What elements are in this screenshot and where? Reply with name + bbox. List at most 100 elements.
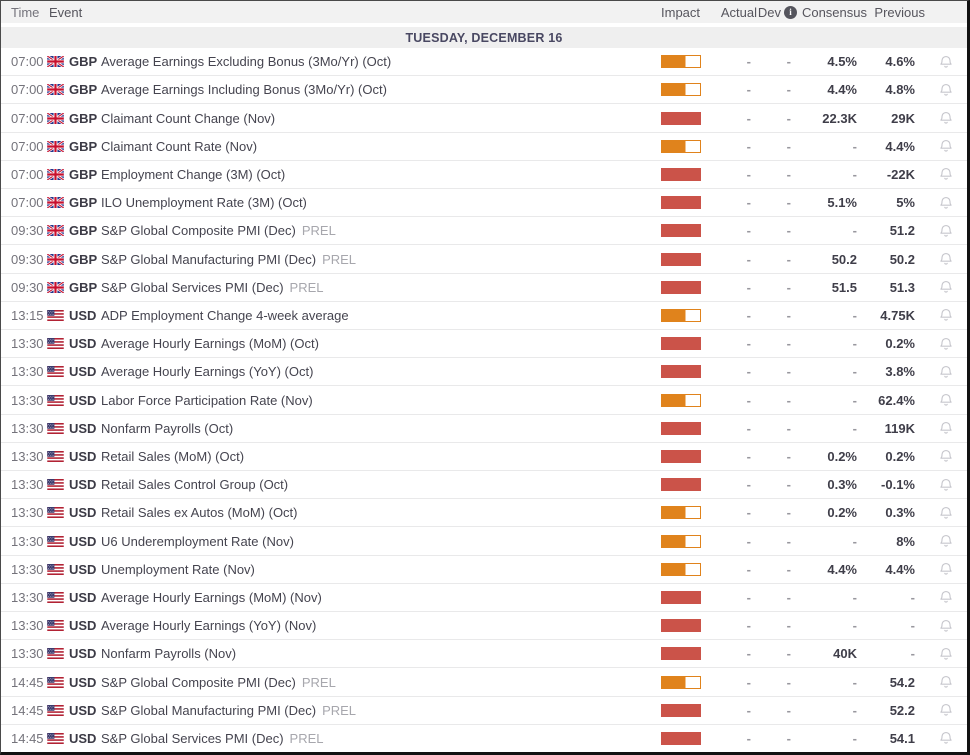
impact-bar (661, 308, 701, 322)
event-row[interactable]: 07:00 (1, 160, 967, 190)
event-row[interactable]: 07:00 (1, 189, 967, 218)
event-row[interactable]: 14:45 (1, 696, 967, 725)
flag-gbp-icon (47, 168, 64, 180)
alert-bell-icon[interactable] (936, 475, 956, 495)
flag-usd-icon (47, 450, 64, 462)
alert-bell-icon[interactable] (936, 52, 956, 72)
actual-value: - (746, 505, 751, 521)
event-time: 13:30 (11, 533, 44, 549)
consensus-value: - (852, 730, 857, 746)
event-row[interactable]: 07:00 (1, 132, 967, 161)
event-row[interactable]: 09:30 (1, 245, 967, 274)
dev-info-icon[interactable]: i (784, 5, 797, 19)
impact-bar (661, 111, 701, 125)
alert-bell-icon[interactable] (936, 277, 956, 297)
country-flag (47, 140, 69, 152)
event-row[interactable]: 14:45 (1, 668, 967, 697)
alert-bell-icon[interactable] (936, 221, 956, 241)
event-row[interactable]: 13:30 (1, 612, 967, 641)
event-time: 07:00 (11, 110, 44, 126)
consensus-value: 4.4% (827, 82, 857, 98)
event-time: 13:30 (11, 477, 44, 493)
alert-bell-icon[interactable] (936, 108, 956, 128)
event-row[interactable]: 13:30 (1, 471, 967, 500)
alert-bell-icon[interactable] (936, 644, 956, 664)
impact-bar (661, 196, 701, 210)
alert-bell-icon[interactable] (936, 80, 956, 100)
event-time: 13:15 (11, 307, 44, 323)
event-row[interactable]: 13:30 (1, 583, 967, 613)
event-row[interactable]: 13:30 (1, 330, 967, 359)
alert-bell-icon[interactable] (936, 249, 956, 269)
event-row[interactable]: 13:30 (1, 414, 967, 443)
actual-value: - (746, 477, 751, 493)
alert-bell-icon[interactable] (936, 672, 956, 692)
alert-bell-icon[interactable] (936, 136, 956, 156)
flag-gbp-icon (47, 112, 64, 124)
event-title: Claimant Count Change (Nov) (101, 110, 276, 126)
alert-bell-icon[interactable] (936, 305, 956, 325)
country-flag (47, 479, 69, 491)
event-title: U6 Underemployment Rate (Nov) (101, 533, 294, 549)
consensus-value: 22.3K (822, 110, 857, 126)
event-time: 13:30 (11, 646, 44, 662)
event-row[interactable]: 07:00 (1, 104, 967, 133)
event-row[interactable]: 13:15 (1, 301, 967, 331)
event-row[interactable]: 13:30 (1, 358, 967, 387)
event-time: 07:00 (11, 195, 44, 211)
flag-usd-icon (47, 620, 64, 632)
alert-bell-icon[interactable] (936, 418, 956, 438)
alert-bell-icon[interactable] (936, 503, 956, 523)
alert-bell-icon[interactable] (936, 390, 956, 410)
event-row[interactable]: 13:30 (1, 640, 967, 669)
alert-bell-icon[interactable] (936, 587, 956, 607)
consensus-value: - (852, 364, 857, 380)
currency-code: USD (69, 477, 97, 493)
consensus-value: 0.2% (827, 448, 857, 464)
event-row[interactable]: 14:45 (1, 724, 967, 753)
deviation-value: - (786, 251, 791, 267)
event-time: 13:30 (11, 420, 44, 436)
column-header-time: Time (11, 4, 40, 20)
alert-bell-icon[interactable] (936, 531, 956, 551)
event-time: 07:00 (11, 166, 44, 182)
alert-bell-icon[interactable] (936, 616, 956, 636)
alert-bell-icon[interactable] (936, 700, 956, 720)
currency-code: USD (69, 618, 97, 634)
event-row[interactable]: 13:30 (1, 527, 967, 556)
event-row[interactable]: 09:30 (1, 217, 967, 246)
previous-value: - (910, 589, 915, 605)
event-row[interactable]: 13:30 (1, 442, 967, 472)
currency-code: GBP (69, 110, 98, 126)
event-row[interactable]: 13:30 (1, 555, 967, 584)
event-row[interactable]: 13:30 (1, 386, 967, 415)
alert-bell-icon[interactable] (936, 362, 956, 382)
flag-usd-icon (47, 366, 64, 378)
alert-bell-icon[interactable] (936, 164, 956, 184)
previous-value: 54.2 (889, 674, 915, 690)
alert-bell-icon[interactable] (936, 728, 956, 748)
event-time: 07:00 (11, 54, 44, 70)
alert-bell-icon[interactable] (936, 446, 956, 466)
event-row[interactable]: 09:30 (1, 273, 967, 302)
actual-value: - (746, 589, 751, 605)
impact-bar (661, 619, 701, 633)
event-row[interactable]: 07:00 (1, 76, 967, 105)
country-flag (47, 732, 69, 744)
actual-value: - (746, 533, 751, 549)
alert-bell-icon[interactable] (936, 193, 956, 213)
event-time: 13:30 (11, 364, 44, 380)
column-header-previous: Previous (874, 4, 925, 20)
alert-bell-icon[interactable] (936, 334, 956, 354)
deviation-value: - (786, 307, 791, 323)
country-flag (47, 676, 69, 688)
event-row[interactable]: 07:00 (1, 48, 967, 77)
event-title: Average Hourly Earnings (YoY) (Nov) (101, 618, 317, 634)
alert-bell-icon[interactable] (936, 559, 956, 579)
previous-value: 51.3 (889, 279, 915, 295)
previous-value: - (910, 618, 915, 634)
currency-code: USD (69, 364, 97, 380)
flag-usd-icon (47, 309, 64, 321)
flag-usd-icon (47, 479, 64, 491)
event-row[interactable]: 13:30 (1, 499, 967, 528)
